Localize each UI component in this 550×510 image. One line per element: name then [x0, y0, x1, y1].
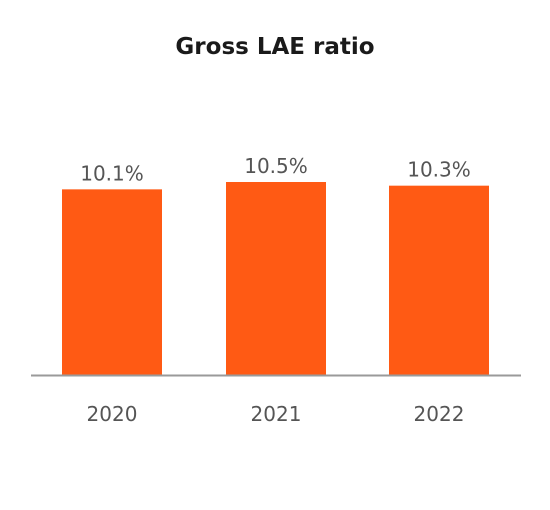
chart-title: Gross LAE ratio	[175, 34, 375, 60]
bar-2020	[62, 189, 162, 375]
bar-2021	[226, 182, 326, 375]
x-tick-label-2022: 2022	[414, 402, 465, 426]
bars-group	[62, 182, 489, 375]
x-tick-label-2020: 2020	[87, 402, 138, 426]
x-tick-label-2021: 2021	[251, 402, 302, 426]
labels-group: 10.1% 2020 10.5% 2021 10.3% 2022	[80, 154, 471, 426]
data-label-2021: 10.5%	[244, 154, 308, 178]
data-label-2022: 10.3%	[407, 158, 471, 182]
bar-2022	[389, 185, 489, 375]
data-label-2020: 10.1%	[80, 161, 144, 185]
